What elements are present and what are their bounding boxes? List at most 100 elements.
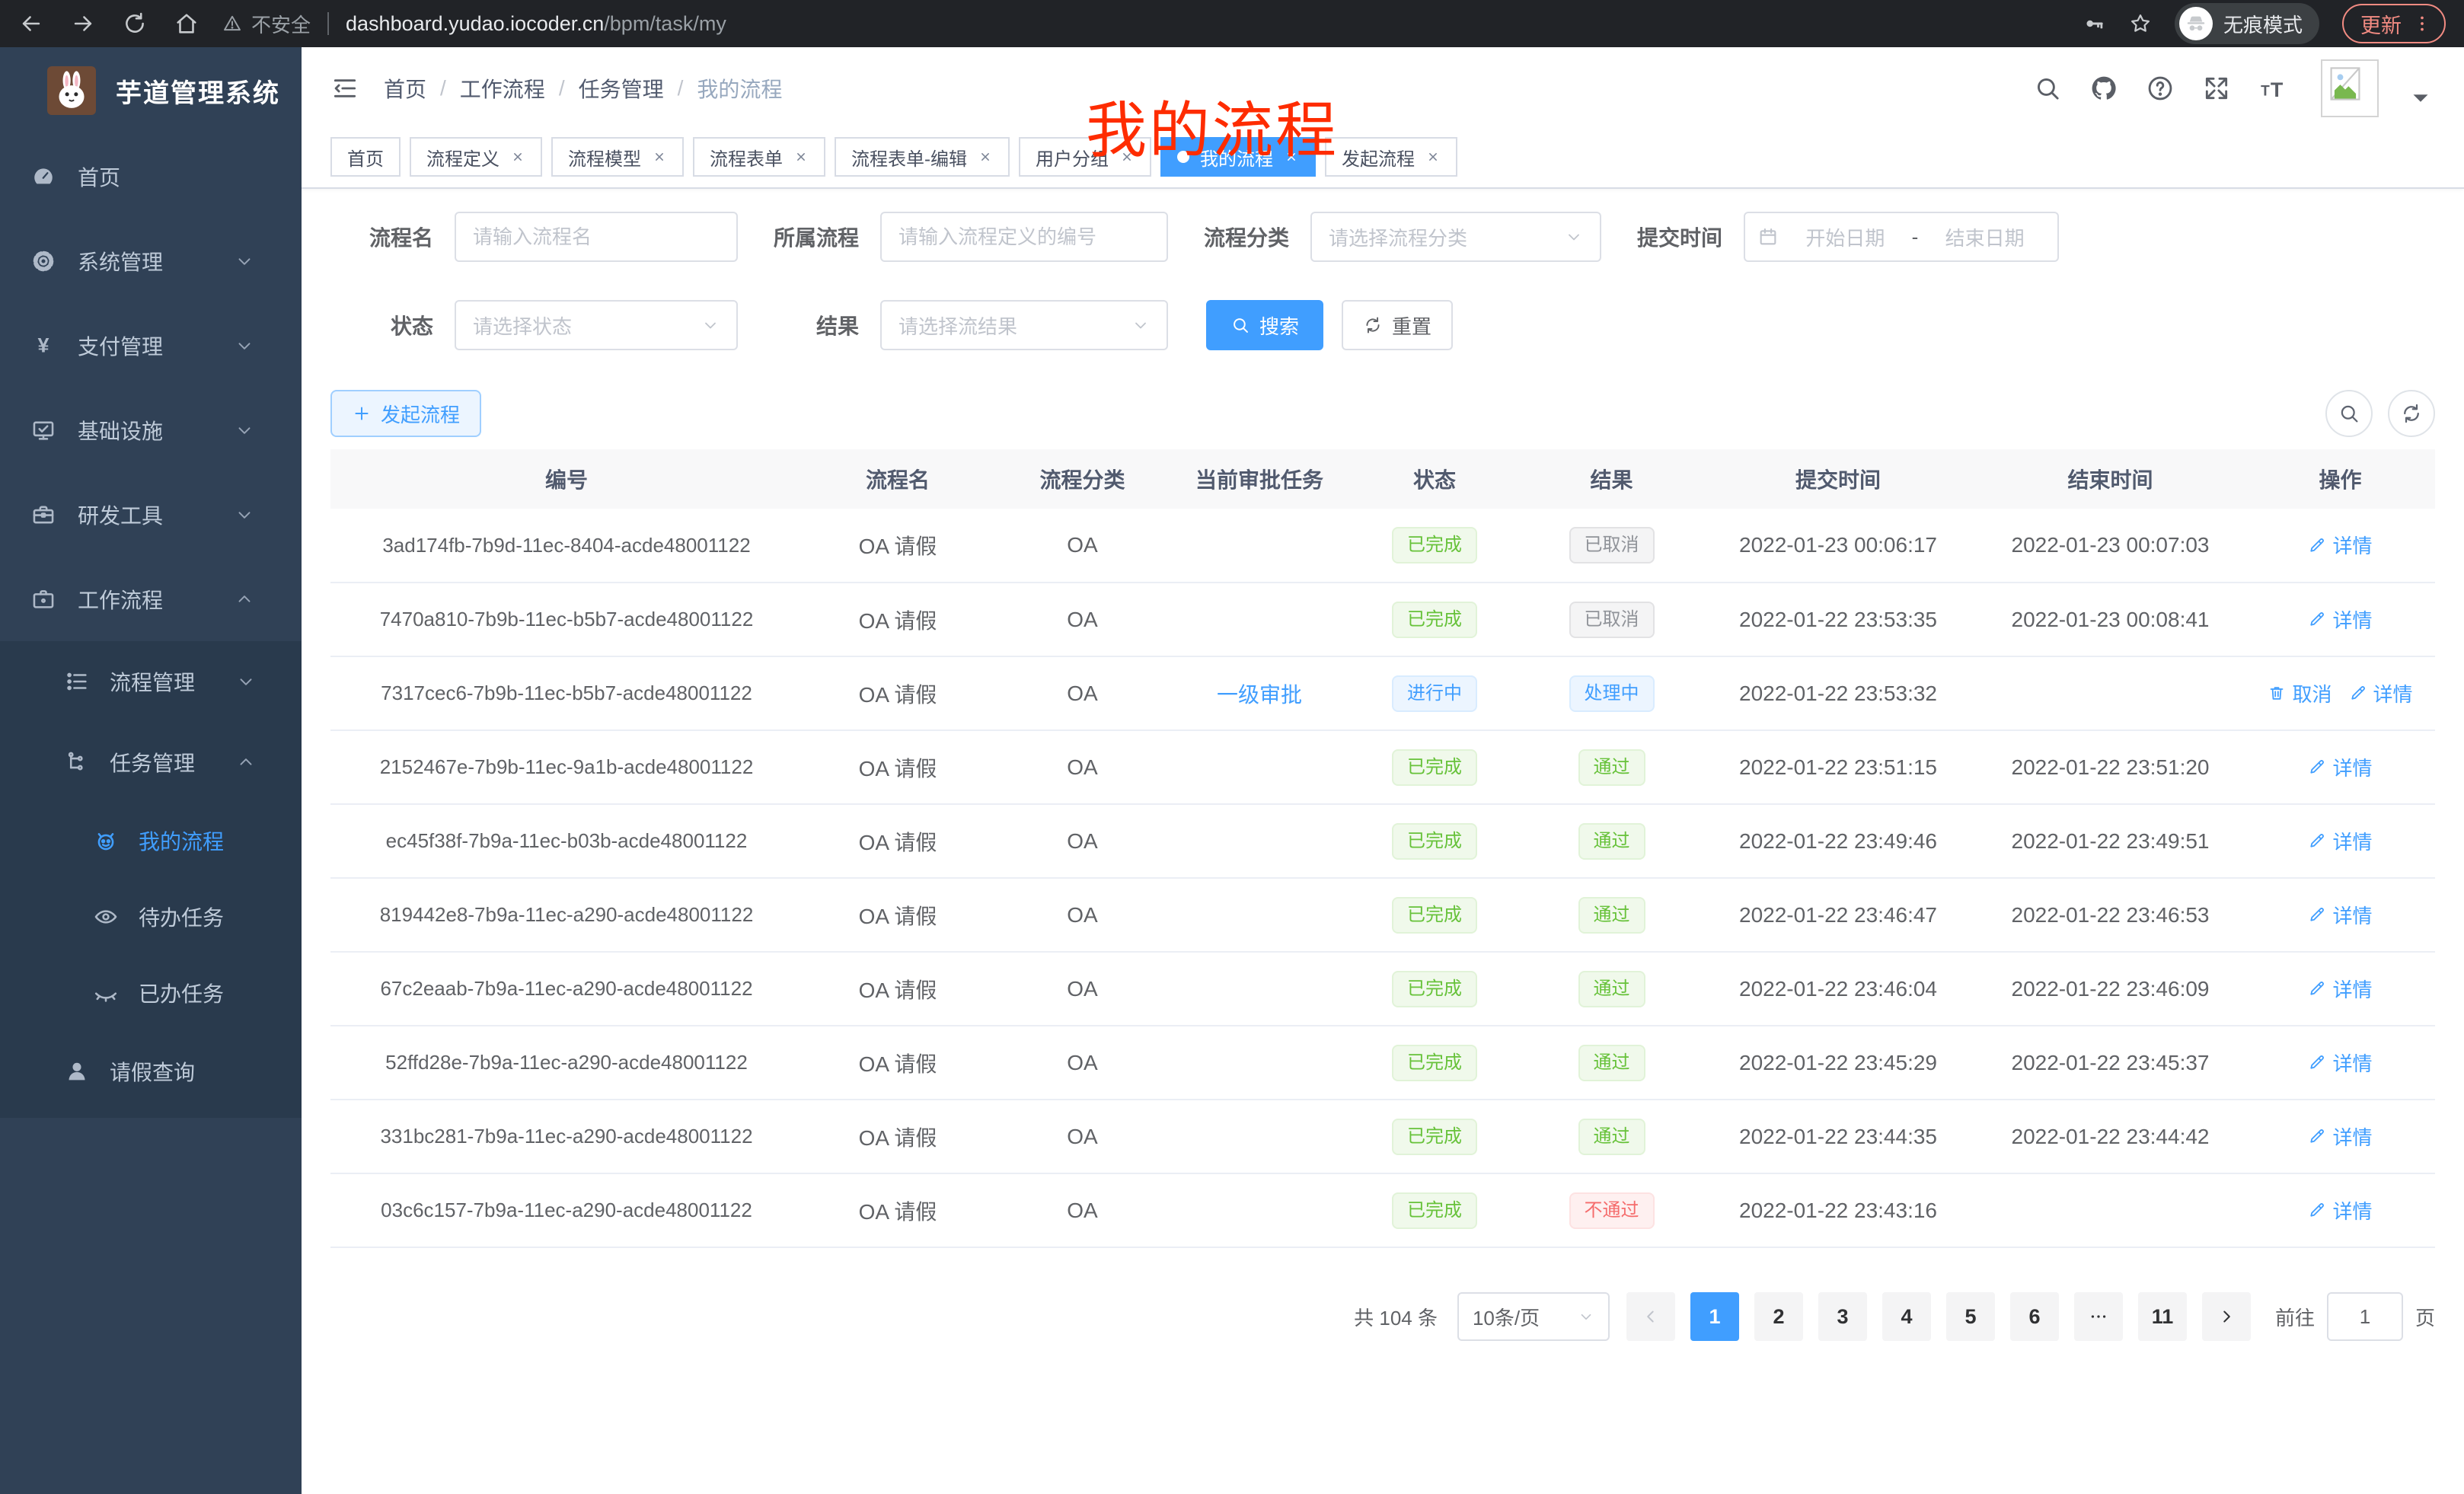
sidebar-item-首页[interactable]: 首页: [0, 134, 302, 219]
show-search-toggle-button[interactable]: [2325, 390, 2373, 437]
tab-流程表单-编辑[interactable]: 流程表单-编辑: [835, 137, 1010, 177]
cell-category: OA: [993, 583, 1172, 656]
search-button[interactable]: 搜索: [1206, 300, 1323, 350]
result-badge: 通过: [1578, 971, 1645, 1007]
sidebar-item-工作流程[interactable]: 工作流程: [0, 557, 302, 641]
result-badge: 通过: [1578, 1045, 1645, 1081]
home-icon[interactable]: [174, 11, 199, 37]
start-date-placeholder[interactable]: 开始日期: [1785, 223, 1906, 251]
github-icon[interactable]: [2089, 74, 2118, 103]
sidebar-item-请假查询[interactable]: 请假查询: [0, 1031, 302, 1112]
browser-menu-icon[interactable]: [2412, 14, 2432, 34]
status-select[interactable]: 请选择状态: [455, 300, 738, 350]
avatar-caret-icon[interactable]: [2406, 84, 2435, 113]
detail-link[interactable]: 详情: [2349, 679, 2413, 707]
user-avatar[interactable]: [2321, 59, 2379, 117]
detail-link[interactable]: 详情: [2308, 531, 2372, 559]
cell-submit-time: 2022-01-23 00:06:17: [1701, 509, 1975, 583]
bookmark-star-icon[interactable]: [2129, 12, 2152, 35]
header-search-icon[interactable]: [2033, 74, 2062, 103]
column-header-结束时间: 结束时间: [1975, 449, 2245, 509]
detail-link[interactable]: 详情: [2308, 1122, 2372, 1151]
font-size-icon[interactable]: TT: [2258, 74, 2287, 103]
detail-link[interactable]: 详情: [2308, 827, 2372, 855]
breadcrumb-item[interactable]: 首页: [384, 73, 426, 104]
page-button-4[interactable]: 4: [1882, 1292, 1931, 1341]
create-process-button[interactable]: 发起流程: [330, 390, 481, 437]
prev-page-button: [1626, 1292, 1675, 1341]
close-icon[interactable]: [1425, 149, 1441, 164]
page-button-5[interactable]: 5: [1946, 1292, 1995, 1341]
next-page-button[interactable]: [2202, 1292, 2251, 1341]
sidebar-item-label: 流程管理: [110, 666, 195, 697]
cell-process-name: OA 请假: [803, 583, 993, 656]
page-button-3[interactable]: 3: [1818, 1292, 1867, 1341]
sidebar-item-流程管理[interactable]: 流程管理: [0, 641, 302, 722]
close-icon[interactable]: [510, 149, 525, 164]
help-icon[interactable]: [2146, 74, 2175, 103]
detail-link[interactable]: 详情: [2308, 901, 2372, 929]
cell-actions: 详情: [2245, 1173, 2435, 1247]
brand-header[interactable]: 芋道管理系统: [0, 47, 302, 134]
reset-button[interactable]: 重置: [1342, 300, 1453, 350]
detail-link[interactable]: 详情: [2308, 1049, 2372, 1077]
sidebar-item-待办任务[interactable]: 待办任务: [0, 879, 302, 955]
fullscreen-icon[interactable]: [2202, 74, 2231, 103]
cell-result: 通过: [1522, 952, 1701, 1026]
browser-nav: [18, 11, 199, 37]
end-date-placeholder[interactable]: 结束日期: [1924, 223, 2045, 251]
cancel-link[interactable]: 取消: [2268, 679, 2332, 707]
sidebar-item-任务管理[interactable]: 任务管理: [0, 722, 302, 803]
refresh-table-button[interactable]: [2388, 390, 2435, 437]
address-bar[interactable]: 不安全 dashboard.yudao.iocoder.cn/bpm/task/…: [222, 10, 2083, 38]
tab-首页[interactable]: 首页: [330, 137, 401, 177]
sidebar-item-系统管理[interactable]: 系统管理: [0, 219, 302, 303]
forward-icon[interactable]: [70, 11, 96, 37]
back-icon[interactable]: [18, 11, 44, 37]
sidebar-item-基础设施[interactable]: 基础设施: [0, 388, 302, 472]
date-range-picker[interactable]: 开始日期 - 结束日期: [1744, 212, 2059, 262]
cell-current-task: [1172, 804, 1347, 878]
sidebar-item-我的流程[interactable]: 我的流程: [0, 803, 302, 879]
close-icon[interactable]: [652, 149, 667, 164]
sidebar-collapse-icon[interactable]: [330, 74, 359, 103]
url-text[interactable]: dashboard.yudao.iocoder.cn/bpm/task/my: [346, 12, 726, 36]
detail-link[interactable]: 详情: [2308, 605, 2372, 634]
tab-流程定义[interactable]: 流程定义: [410, 137, 542, 177]
sidebar-item-研发工具[interactable]: 研发工具: [0, 472, 302, 557]
password-key-icon[interactable]: [2083, 12, 2106, 35]
page-size-select[interactable]: 10条/页: [1457, 1292, 1610, 1341]
page-button-1[interactable]: 1: [1690, 1292, 1739, 1341]
reload-icon[interactable]: [122, 11, 148, 37]
category-select[interactable]: 请选择流程分类: [1310, 212, 1601, 262]
detail-link[interactable]: 详情: [2308, 753, 2372, 781]
sidebar-item-label: 已办任务: [139, 978, 224, 1008]
cell-submit-time: 2022-01-22 23:51:15: [1701, 730, 1975, 804]
goto-page-input[interactable]: [2327, 1292, 2403, 1341]
process-id-input[interactable]: [898, 225, 1150, 249]
result-select[interactable]: 请选择流结果: [880, 300, 1168, 350]
page-button-11[interactable]: 11: [2138, 1292, 2187, 1341]
browser-update-button[interactable]: 更新: [2342, 4, 2446, 43]
close-icon[interactable]: [978, 149, 993, 164]
breadcrumb-item[interactable]: 工作流程: [460, 73, 545, 104]
process-name-input[interactable]: [473, 225, 720, 249]
column-header-流程分类: 流程分类: [993, 449, 1172, 509]
tab-流程模型[interactable]: 流程模型: [551, 137, 684, 177]
cancel-label: 取消: [2292, 679, 2332, 707]
page-button-6[interactable]: 6: [2010, 1292, 2059, 1341]
page-button-2[interactable]: 2: [1754, 1292, 1803, 1341]
sidebar-item-已办任务[interactable]: 已办任务: [0, 955, 302, 1031]
detail-link[interactable]: 详情: [2308, 975, 2372, 1003]
tab-流程表单[interactable]: 流程表单: [693, 137, 825, 177]
current-task-link[interactable]: 一级审批: [1217, 683, 1302, 707]
filter-process-label: 所属流程: [756, 222, 859, 252]
sidebar-item-支付管理[interactable]: ¥支付管理: [0, 303, 302, 388]
breadcrumb-item[interactable]: 任务管理: [579, 73, 664, 104]
close-icon[interactable]: [793, 149, 809, 164]
more-pages-button[interactable]: [2074, 1292, 2123, 1341]
tab-发起流程[interactable]: 发起流程: [1325, 137, 1457, 177]
result-badge: 通过: [1578, 749, 1645, 786]
detail-link[interactable]: 详情: [2308, 1196, 2372, 1224]
cell-current-task: [1172, 509, 1347, 583]
